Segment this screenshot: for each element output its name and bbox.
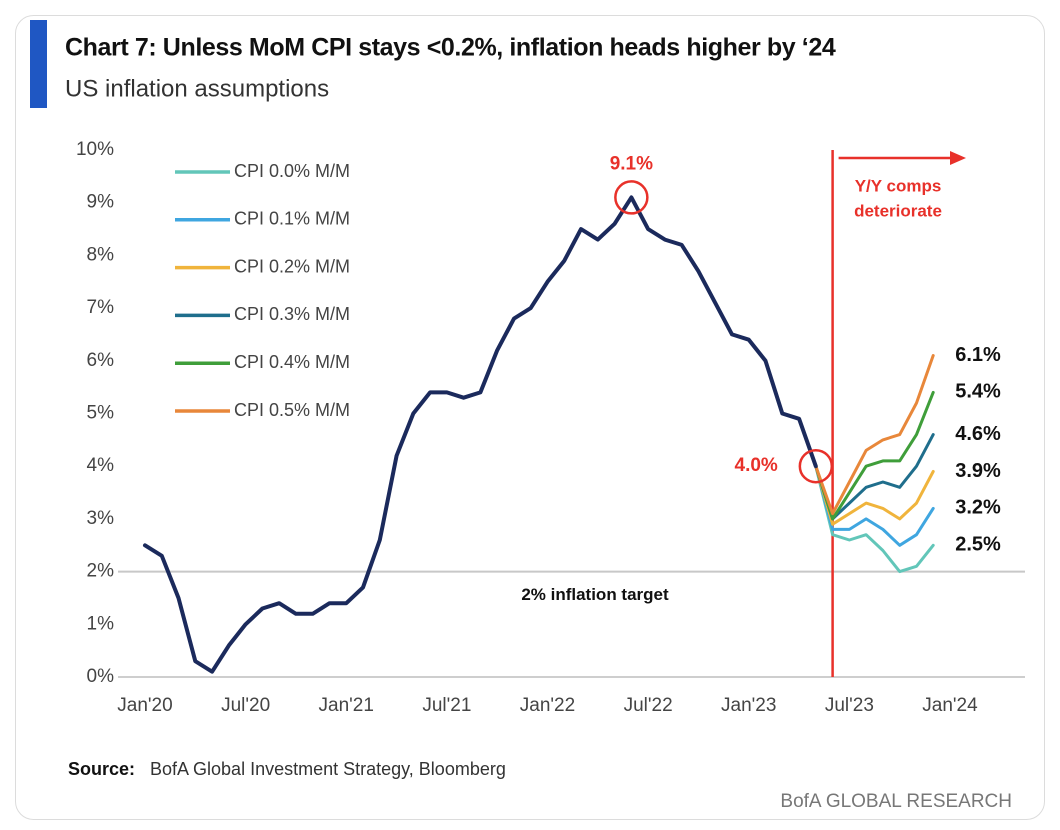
data-label: 5.4% <box>955 381 1001 403</box>
x-tick-label: Jan'22 <box>520 695 575 716</box>
data-label: 2.5% <box>955 534 1001 556</box>
highlight-circle <box>614 180 649 215</box>
series-line <box>814 464 935 574</box>
legend-label: CPI 0.3% M/M <box>234 304 350 324</box>
arrow-head <box>950 151 966 165</box>
y-tick-label: 4% <box>87 455 115 476</box>
y-tick-label: 5% <box>87 403 115 424</box>
reference-label: 2% inflation target <box>521 585 669 604</box>
annotation: Y/Y comps <box>855 176 942 195</box>
y-tick-label: 2% <box>87 561 115 582</box>
data-label: 9.1% <box>610 153 653 174</box>
legend-label: CPI 0.1% M/M <box>234 209 350 229</box>
series-line <box>814 390 935 521</box>
x-tick-label: Jan'23 <box>721 695 776 716</box>
source-label: Source: <box>68 759 135 779</box>
x-tick-label: Jan'24 <box>922 695 978 716</box>
footer: BofA GLOBAL RESEARCH <box>780 791 1012 812</box>
card <box>15 15 1045 820</box>
x-tick-label: Jul'21 <box>422 695 471 716</box>
y-tick-label: 3% <box>87 508 115 529</box>
highlight-circle <box>798 448 834 484</box>
y-tick-label: 6% <box>87 350 115 371</box>
series-line <box>814 354 935 516</box>
x-tick-label: Jan'20 <box>117 695 172 716</box>
source: BofA Global Investment Strategy, Bloombe… <box>150 759 506 779</box>
x-tick-label: Jan'21 <box>319 695 374 716</box>
data-label: 4.6% <box>955 423 1001 445</box>
annotation: deteriorate <box>854 201 942 220</box>
x-tick-label: Jul'23 <box>825 695 874 716</box>
legend-label: CPI 0.2% M/M <box>234 256 350 276</box>
x-tick-label: Jul'22 <box>624 695 673 716</box>
y-tick-label: 8% <box>87 244 115 265</box>
series-line <box>143 195 818 674</box>
title-accent <box>30 20 47 108</box>
y-tick-label: 10% <box>76 139 114 160</box>
chart-subtitle: US inflation assumptions <box>65 75 329 102</box>
y-tick-label: 1% <box>87 613 115 634</box>
data-label: 4.0% <box>735 455 778 476</box>
legend-label: CPI 0.0% M/M <box>234 161 350 181</box>
y-tick-label: 7% <box>87 297 115 318</box>
chart-title: Chart 7: Unless MoM CPI stays <0.2%, inf… <box>65 34 836 62</box>
data-label: 6.1% <box>955 344 1001 366</box>
y-tick-label: 0% <box>87 666 115 687</box>
y-tick-label: 9% <box>87 192 115 213</box>
legend-label: CPI 0.4% M/M <box>234 352 350 372</box>
series-line <box>814 464 935 547</box>
x-tick-label: Jul'20 <box>221 695 270 716</box>
data-label: 3.9% <box>955 460 1001 482</box>
series-line <box>814 464 935 526</box>
data-label: 3.2% <box>955 497 1001 519</box>
legend-label: CPI 0.5% M/M <box>234 400 350 420</box>
